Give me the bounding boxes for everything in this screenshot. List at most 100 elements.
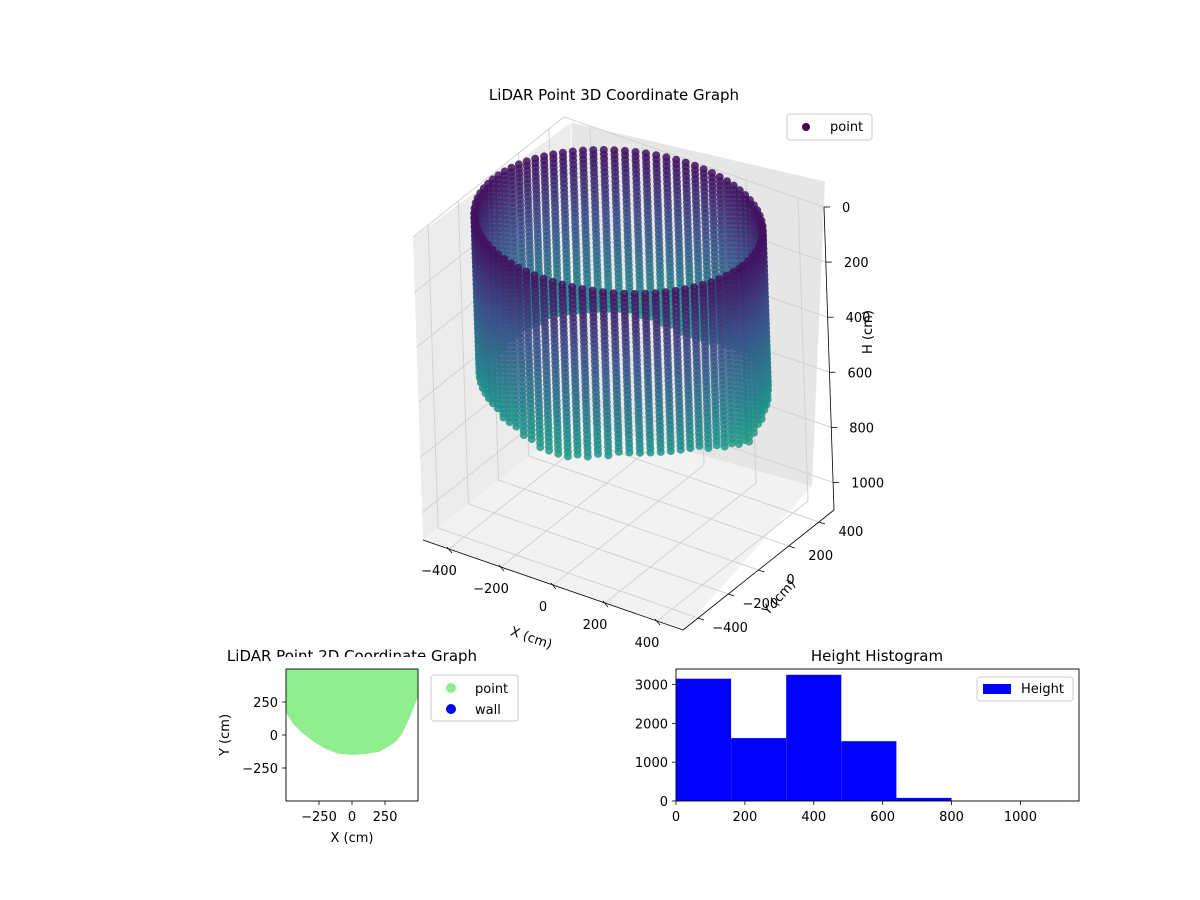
y-axis-label-2d: Y (cm) — [218, 714, 233, 757]
point-3d-3131 — [636, 448, 644, 457]
point-3d-2047 — [505, 418, 514, 427]
grid-floor-y-0 — [437, 527, 699, 619]
histogram-title: Height Histogram — [811, 647, 943, 665]
legend-histogram: Height — [976, 676, 1074, 702]
point-3d-2946 — [704, 444, 713, 452]
x-tick-label-3d-0: −400 — [421, 564, 457, 579]
point-3d-3168 — [676, 445, 685, 454]
y-tick-label-hist-1: 1000 — [635, 756, 668, 771]
legend-2d-label-point: point — [475, 682, 508, 697]
point-3d-2870 — [712, 441, 721, 450]
histogram-panel: Height Histogram 0 200 400 600 800 1000 0 1000 2… — [635, 647, 1080, 825]
point-3d-3057 — [625, 448, 634, 457]
z-tick-label-3d-0: 0 — [842, 201, 850, 216]
legend-histogram-box — [976, 676, 1074, 702]
clip-right-2d — [418, 657, 428, 809]
point-3d-3094 — [686, 444, 695, 452]
grid-rightwall-x-4 — [797, 197, 809, 502]
point-3d-2558 — [741, 436, 749, 444]
histogram-plot: 0 200 400 600 800 1000 0 1000 2000 3000 — [635, 674, 1062, 825]
point-3d-2832 — [594, 449, 602, 458]
scatter2d-panel: LiDAR Point 2D Coordinate Graph −250 0 250… — [218, 647, 519, 846]
x-tick-label-hist-4: 800 — [939, 810, 964, 825]
grid-floor-y-4 — [558, 431, 820, 523]
y-tick-label-3d-1: −200 — [742, 597, 778, 612]
z-tick-label-3d-5: 1000 — [851, 476, 884, 491]
x-tick-label-3d-3: 200 — [583, 618, 608, 633]
y-tick-label-hist-0: 0 — [660, 795, 668, 810]
legend-histogram-swatch — [983, 684, 1011, 694]
x-tick-3d-3 — [602, 600, 609, 608]
point-3d-2123 — [512, 422, 521, 431]
point-3d-2278 — [527, 435, 536, 444]
plot-2d: −250 0 250 250 0 −250 — [242, 657, 428, 825]
legend-3d-marker — [802, 123, 810, 131]
legend-2d: point wall — [430, 674, 519, 722]
x-axis-label-3d: X (cm) — [508, 625, 554, 653]
legend-histogram-label: Height — [1021, 682, 1064, 697]
x-tick-label-hist-5: 1000 — [1004, 810, 1037, 825]
y-tick-label-3d-4: 400 — [838, 525, 863, 540]
z-axis-line-3d — [823, 206, 835, 511]
clip-top-2d — [276, 657, 428, 669]
y-tick-label-3d-3: 200 — [808, 549, 833, 564]
point-3d-2357 — [536, 443, 545, 452]
x-tick-label-hist-1: 200 — [732, 810, 757, 825]
z-tick-label-3d-3: 600 — [847, 366, 872, 381]
y-tick-3d-3 — [788, 545, 795, 549]
point-3d-3279 — [656, 447, 665, 456]
legend-2d-label-wall: wall — [475, 703, 501, 718]
x-tick-label-2d-0: −250 — [301, 810, 337, 825]
y-tick-3d-2 — [758, 569, 765, 573]
y-tick-label-3d-0: −400 — [712, 621, 748, 636]
y-tick-3d-0 — [697, 617, 705, 621]
point-3d-2518 — [554, 449, 563, 458]
point-3d-2794 — [720, 442, 729, 451]
scatter3d-panel: LiDAR Point 3D Coordinate Graph −400 −200… — [412, 86, 884, 653]
histogram-bar-0 — [676, 678, 732, 801]
point-cloud-2d — [285, 666, 421, 755]
point-3d-3205 — [646, 448, 655, 457]
z-tick-label-3d-4: 800 — [849, 421, 874, 436]
legend-2d-marker-wall — [446, 704, 456, 714]
legend-3d-box — [786, 113, 873, 141]
floor-pane — [423, 420, 812, 630]
point-3d-2437 — [545, 446, 554, 455]
plot2d-frame — [285, 668, 419, 802]
y-tick-label-2d-1: 0 — [270, 729, 278, 744]
clip-left-2d — [276, 657, 286, 809]
legend-3d-label: point — [830, 120, 863, 135]
y-tick-label-hist-2: 2000 — [635, 717, 668, 732]
x-tick-label-2d-1: 0 — [348, 810, 356, 825]
histogram-frame — [675, 668, 1080, 802]
point-3d-3242 — [666, 447, 675, 455]
histogram-bar-4 — [896, 797, 952, 801]
x-tick-label-2d-2: 250 — [373, 810, 398, 825]
x-tick-label-3d-1: −200 — [473, 582, 509, 597]
point-3d-2598 — [563, 452, 572, 461]
histogram-bar-2 — [786, 674, 842, 801]
point-3d-2983 — [614, 447, 623, 456]
point-3d-2677 — [573, 450, 582, 459]
x-tick-3d-0 — [446, 546, 453, 554]
grid-leftwall-z-0 — [412, 116, 565, 238]
grid-floor-y-3 — [528, 455, 789, 547]
y-tick-label-2d-0: 250 — [253, 696, 278, 711]
y-tick-label-2d-2: −250 — [242, 762, 278, 777]
x-tick-3d-2 — [550, 582, 557, 590]
x-tick-3d-1 — [498, 564, 505, 572]
point-3d-1971 — [499, 413, 508, 422]
x-tick-label-3d-2: 0 — [539, 600, 547, 615]
x-tick-label-hist-0: 0 — [672, 810, 680, 825]
point-3d-2908 — [604, 451, 613, 460]
legend-3d: point — [786, 113, 873, 141]
point-3d-2638 — [734, 440, 743, 448]
x-tick-label-3d-4: 400 — [635, 636, 660, 651]
grid-leftwall-y-0 — [427, 224, 439, 529]
y-tick-label-hist-3: 3000 — [635, 679, 668, 694]
z-axis-label-3d: H (cm) — [861, 310, 876, 354]
x-axis-label-2d: X (cm) — [331, 831, 374, 846]
point-3d-2755 — [583, 452, 592, 461]
z-tick-label-3d-1: 200 — [844, 256, 869, 271]
